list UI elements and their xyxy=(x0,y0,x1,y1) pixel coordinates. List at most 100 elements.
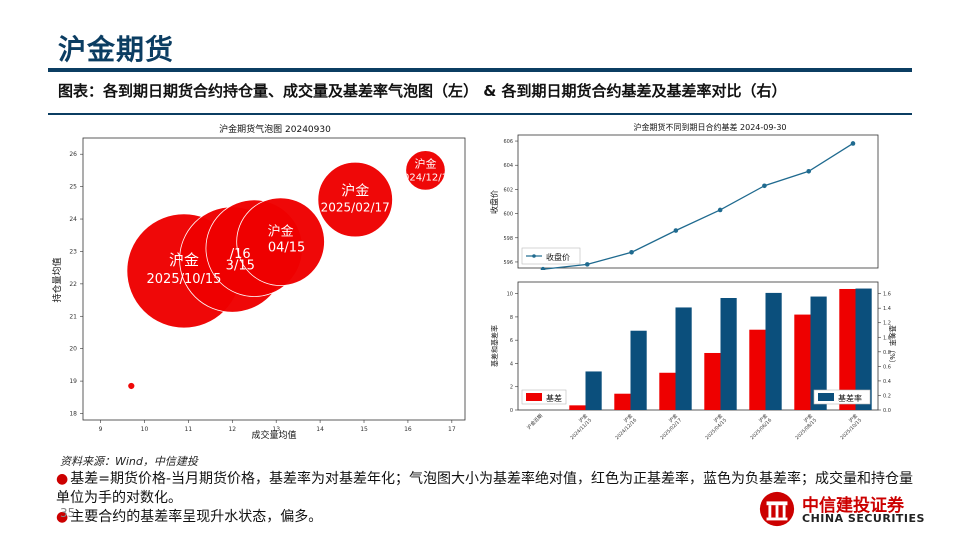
line-y-tick-label: 604 xyxy=(503,163,513,169)
bubble-label: 2025/02/17 xyxy=(321,201,390,215)
bubble-label: 沪金 xyxy=(341,184,369,200)
bar-x-tick-text: 沪金近期 xyxy=(525,412,544,431)
bubble-y-label: 持仓量均值 xyxy=(51,257,63,302)
bubble-x-tick-label: 9 xyxy=(99,426,103,433)
bar-x-tick-text: 沪金 xyxy=(802,412,814,424)
bubble-y-tick-label: 19 xyxy=(69,378,77,385)
bubble xyxy=(127,382,136,390)
bubble-x-tick-label: 15 xyxy=(360,426,368,433)
bar-y-label: 基差和基差率 xyxy=(490,325,499,367)
logo-text-en: CHINA SECURITIES xyxy=(802,512,925,525)
bar-x-tick-text: 沪金 xyxy=(757,412,769,424)
bubble-x-tick-label: 10 xyxy=(141,426,149,433)
line-y-label: 收盘价 xyxy=(489,190,499,214)
line-y-tick-label: 600 xyxy=(503,212,513,218)
bar-y2-tick-label: 0.4 xyxy=(883,379,891,385)
line-point xyxy=(850,141,856,146)
bar-legend-basis: 基差 xyxy=(546,393,562,403)
bar-basis-rate xyxy=(675,307,692,410)
bubble-x-tick-label: 11 xyxy=(185,426,193,433)
bar-x-tick-label: 沪金近期 xyxy=(525,412,544,431)
note-1-text: 基差=期货价格-当月期货价格，基差率为对基差年化；气泡图大小为基差率绝对值，红色… xyxy=(56,471,913,506)
bar-y-tick-label: 4 xyxy=(510,361,513,367)
bar-y2-tick-label: 1.2 xyxy=(883,321,891,327)
bar-basis xyxy=(704,352,721,410)
bar-basis xyxy=(839,288,856,410)
bubble-label: 沪金 xyxy=(414,156,436,170)
bar-y2-tick-label: 0.6 xyxy=(883,364,891,370)
bubble-label: 沪金 xyxy=(169,251,199,269)
bubble-plot-frame xyxy=(82,137,466,421)
bubble-y-tick-label: 24 xyxy=(69,216,77,223)
line-y-tick-label: 598 xyxy=(503,236,513,242)
note-2: ● 主要合约的基差率呈现升水状态，偏多。 xyxy=(56,508,916,527)
bubble-y-tick-label: 26 xyxy=(69,151,77,158)
bar-basis xyxy=(794,314,811,410)
bar-basis xyxy=(749,329,766,410)
bubble-x-tick-label: 12 xyxy=(228,426,236,433)
bubble-x-tick-label: 17 xyxy=(448,426,456,433)
bar-x-tick-text: 沪金 xyxy=(847,412,859,424)
page-title: 沪金期货 xyxy=(58,33,175,66)
bar-chart: 0 2 4 6 8 10 0.0 0.2 0.4 0.6 0.8 1.0 1.2 1.4 1.6 沪金近期 沪… xyxy=(490,281,897,441)
line-point xyxy=(584,262,590,267)
line-point xyxy=(717,207,723,213)
bar-basis-rate xyxy=(810,296,827,410)
bubble-x-tick-label: 13 xyxy=(272,426,280,433)
bar-basis-rate xyxy=(630,330,647,410)
line-point xyxy=(762,183,767,189)
bullet-icon: ● xyxy=(56,509,69,525)
bubble-label: 04/15 xyxy=(268,241,305,256)
caption-divider xyxy=(48,113,912,115)
note-1: ● 基差=期货价格-当月期货价格，基差率为对基差年化；气泡图大小为基差率绝对值，红… xyxy=(56,470,916,508)
notes: ● 基差=期货价格-当月期货价格，基差率为对基差年化；气泡图大小为基差率绝对值，红… xyxy=(56,470,916,527)
bubble-chart-title: 沪金期货气泡图 20240930 xyxy=(219,123,331,135)
line-series-path xyxy=(542,142,854,270)
line-point xyxy=(629,249,634,255)
bubble-y-tick-label: 18 xyxy=(69,411,77,418)
bar-basis-rate xyxy=(585,371,602,410)
bar-basis-rate xyxy=(765,292,782,410)
bubble-x-tick-label: 16 xyxy=(404,426,412,433)
line-point xyxy=(806,168,812,174)
bar-y2-tick-label: 1.6 xyxy=(883,292,891,298)
bubble xyxy=(317,161,393,238)
bar-plot-frame xyxy=(517,281,879,411)
line-legend-label: 收盘价 xyxy=(546,252,570,262)
bar-basis-rate xyxy=(855,288,872,410)
bubble-x-label: 成交量均值 xyxy=(251,429,296,440)
line-y-tick-label: 602 xyxy=(503,187,513,193)
bar-basis-rate xyxy=(720,298,737,410)
bar-legend-right: 基差率 xyxy=(813,389,871,405)
bubble-label: 2024/12/16 xyxy=(397,172,455,183)
bubble-y-tick-label: 21 xyxy=(69,313,77,320)
bar-y2-tick-label: 0.8 xyxy=(883,350,891,356)
bar-legend-rate: 基差率 xyxy=(838,393,862,403)
bubble-y-tick-label: 20 xyxy=(69,346,77,353)
bar-y2-tick-label: 0.2 xyxy=(883,393,891,399)
title-divider xyxy=(48,68,912,72)
bar-y2-label: 基差率（%） xyxy=(888,325,897,367)
bubble-label: 3/15 xyxy=(226,259,255,274)
line-point xyxy=(673,228,679,233)
bar-y-tick-label: 10 xyxy=(507,292,513,298)
bar-basis xyxy=(614,393,631,410)
bar-x-tick-text: 沪金 xyxy=(667,412,679,424)
bubble-y-tick-label: 23 xyxy=(69,248,77,255)
bubble-label: 沪金 xyxy=(268,224,294,240)
bubble-y-tick-label: 22 xyxy=(69,281,77,288)
logo-text-cn: 中信建投证券 xyxy=(802,496,904,516)
line-chart: 沪金期货不同到期日合约基差 2024-09-30 596 598 600 602 604… xyxy=(489,122,879,270)
bar-y-tick-label: 6 xyxy=(510,338,513,344)
bar-y-tick-label: 0 xyxy=(510,408,513,414)
bubble-label: 2025/10/15 xyxy=(147,272,222,287)
logo-icon xyxy=(759,491,795,527)
line-point xyxy=(540,266,546,270)
source-note: 资料来源：Wind，中信建投 xyxy=(60,455,198,468)
line-legend: 收盘价 xyxy=(521,247,581,265)
